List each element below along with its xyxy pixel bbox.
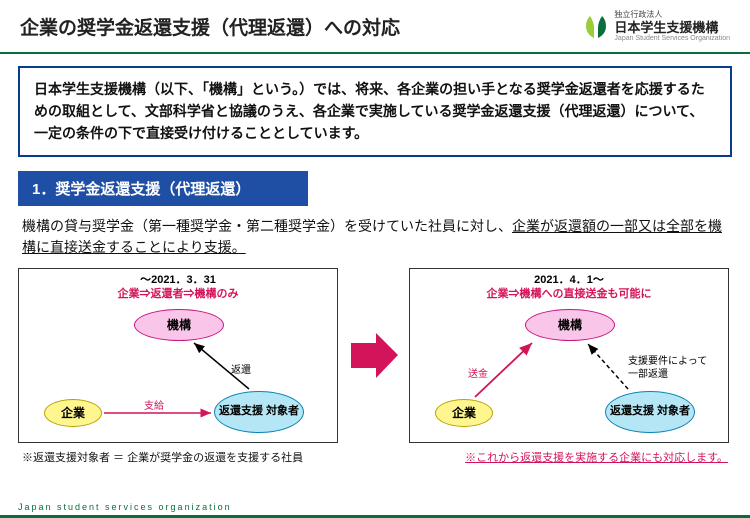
logo-subtitle: 独立行政法人 (614, 10, 730, 20)
bottom-tagline: Japan student services organization (18, 502, 232, 512)
label-shikyuu: 支給 (144, 397, 164, 412)
page-title: 企業の奨学金返還支援（代理返還）への対応 (20, 13, 569, 40)
org-logo: 独立行政法人 日本学生支援機構 Japan Student Services O… (584, 10, 730, 44)
logo-title: 日本学生支援機構 (614, 20, 730, 36)
diagram-container: 〜2021．3．31企業⇒返還者⇒機構のみ 機構 企業 返還支援 対象者 支給 … (18, 268, 732, 443)
arrow-shikyuu (19, 269, 339, 444)
label-shien: 支援要件によって 一部返還 (628, 355, 707, 381)
description-box: 日本学生支援機構（以下、「機構」という。）では、将来、各企業の担い手となる奨学金… (18, 66, 732, 157)
footnote-left: ※返還支援対象者 ＝ 企業が奨学金の返還を支援する社員 (22, 449, 303, 465)
label-henkan: 返還 (231, 361, 251, 376)
label-soukin: 送金 (468, 365, 488, 380)
transition-arrow-icon (346, 328, 401, 383)
footnotes: ※返還支援対象者 ＝ 企業が奨学金の返還を支援する社員 ※これから返還支援を実施… (22, 449, 728, 465)
logo-en: Japan Student Services Organization (614, 35, 730, 43)
section-header: 1．奨学金返還支援（代理返還） (18, 171, 308, 206)
panel-after: 2021．4．1〜企業⇒機構への直接送金も可能に 機構 企業 返還支援 対象者 … (409, 268, 729, 443)
footnote-right: ※これから返還支援を実施する企業にも対応します。 (465, 449, 728, 465)
jasso-logo-icon (584, 14, 608, 40)
explanation-text: 機構の貸与奨学金（第一種奨学金・第二種奨学金）を受けていた社員に対し、企業が返還… (22, 216, 728, 258)
panel-before: 〜2021．3．31企業⇒返還者⇒機構のみ 機構 企業 返還支援 対象者 支給 … (18, 268, 338, 443)
